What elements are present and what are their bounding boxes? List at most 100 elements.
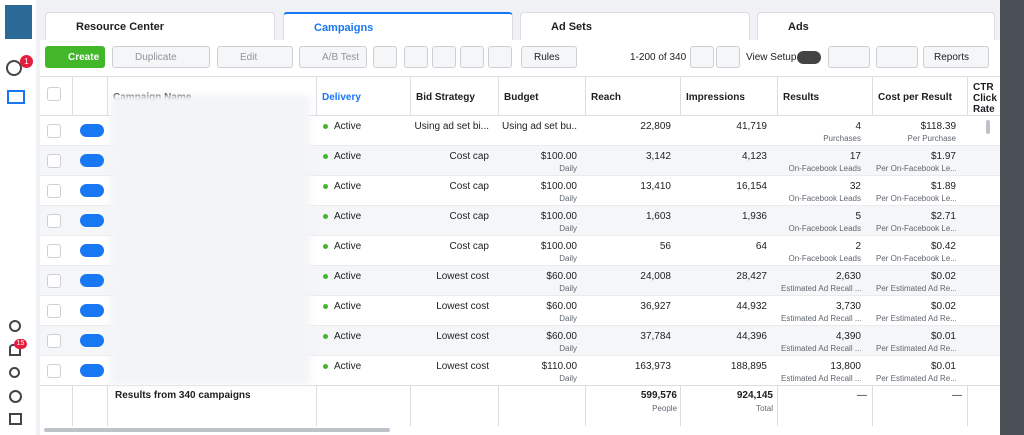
ab-test-button[interactable]: A/B Test bbox=[299, 46, 367, 68]
results: 4,390 bbox=[835, 331, 861, 342]
delivery: Active bbox=[334, 271, 362, 282]
bid-strategy: Cost cap bbox=[449, 241, 489, 252]
delivery: Active bbox=[334, 331, 362, 342]
budget-note: Daily bbox=[559, 374, 577, 383]
delivery: Active bbox=[334, 181, 362, 192]
budget: Using ad set bu... bbox=[502, 121, 577, 132]
rules-dropdown[interactable]: Rules bbox=[521, 46, 577, 68]
row-toggle[interactable] bbox=[80, 184, 104, 197]
account-logo[interactable] bbox=[5, 5, 32, 39]
budget: $60.00 bbox=[546, 331, 577, 342]
view-setup-toggle[interactable] bbox=[797, 51, 821, 64]
create-button[interactable]: Create bbox=[45, 46, 105, 68]
status-dot bbox=[323, 124, 328, 129]
tab[interactable]: Ad Sets bbox=[520, 12, 750, 40]
row-toggle[interactable] bbox=[80, 274, 104, 287]
next-page[interactable] bbox=[716, 46, 740, 68]
status-dot bbox=[323, 214, 328, 219]
reach: 37,784 bbox=[640, 331, 671, 342]
row-toggle[interactable] bbox=[80, 214, 104, 227]
settings-icon[interactable] bbox=[9, 320, 21, 332]
cost: $0.01 bbox=[930, 331, 956, 342]
status-dot bbox=[323, 184, 328, 189]
row-checkbox[interactable] bbox=[47, 154, 61, 168]
delete-button[interactable] bbox=[432, 46, 456, 68]
row-checkbox[interactable] bbox=[47, 244, 61, 258]
row-checkbox[interactable] bbox=[47, 184, 61, 198]
badge: 15 bbox=[14, 339, 27, 349]
row-toggle[interactable] bbox=[80, 124, 104, 137]
prev-page[interactable] bbox=[690, 46, 714, 68]
cost: $0.42 bbox=[930, 241, 956, 252]
row-checkbox[interactable] bbox=[47, 304, 61, 318]
cost-note: Per On-Facebook Le... bbox=[876, 194, 956, 203]
bid-strategy: Cost cap bbox=[449, 151, 489, 162]
help-icon[interactable] bbox=[9, 390, 22, 403]
cost: $118.39 bbox=[920, 121, 956, 132]
footer-impressions: 924,145 bbox=[736, 390, 773, 401]
cost-note: Per On-Facebook Le... bbox=[876, 224, 956, 233]
search-icon[interactable] bbox=[9, 367, 20, 378]
icon-button[interactable] bbox=[373, 46, 397, 68]
bid-strategy: Cost cap bbox=[449, 181, 489, 192]
footer-reach: 599,576 bbox=[640, 390, 677, 401]
impressions: 28,427 bbox=[736, 271, 767, 282]
cost-note: Per Estimated Ad Re... bbox=[876, 344, 956, 353]
scrollbar[interactable] bbox=[44, 428, 390, 432]
row-toggle[interactable] bbox=[80, 334, 104, 347]
results-note: On-Facebook Leads bbox=[788, 164, 862, 173]
budget-note: Daily bbox=[559, 254, 577, 263]
duplicate-button[interactable]: Duplicate bbox=[112, 46, 210, 68]
cost-note: Per On-Facebook Le... bbox=[876, 164, 956, 173]
row-checkbox[interactable] bbox=[47, 124, 61, 138]
budget: $100.00 bbox=[540, 151, 577, 162]
tab-active[interactable]: Campaigns bbox=[283, 12, 513, 40]
results-note: Estimated Ad Recall ... bbox=[781, 374, 861, 383]
row-toggle[interactable] bbox=[80, 154, 104, 167]
row-toggle[interactable] bbox=[80, 244, 104, 257]
tab[interactable]: Ads bbox=[757, 12, 995, 40]
reach: 22,809 bbox=[640, 121, 671, 132]
icon-button[interactable] bbox=[460, 46, 484, 68]
cost-note: Per Estimated Ad Re... bbox=[876, 374, 956, 383]
row-toggle[interactable] bbox=[80, 364, 104, 377]
budget-note: Daily bbox=[559, 284, 577, 293]
row-checkbox[interactable] bbox=[47, 274, 61, 288]
budget: $60.00 bbox=[546, 271, 577, 282]
edit-button[interactable]: Edit bbox=[217, 46, 293, 68]
cost-note: Per Estimated Ad Re... bbox=[876, 314, 956, 323]
column-header: Cost per Result bbox=[878, 92, 952, 103]
reach: 36,927 bbox=[640, 301, 671, 312]
impressions: 44,396 bbox=[736, 331, 767, 342]
row-checkbox[interactable] bbox=[47, 214, 61, 228]
results-note: Purchases bbox=[823, 134, 861, 143]
dashboard-icon[interactable] bbox=[6, 60, 22, 76]
bid-strategy: Lowest cost bbox=[436, 271, 489, 282]
budget: $100.00 bbox=[540, 241, 577, 252]
tag-button[interactable] bbox=[488, 46, 512, 68]
row-checkbox[interactable] bbox=[47, 364, 61, 378]
select-all-checkbox[interactable] bbox=[47, 87, 61, 101]
breakdown-button[interactable] bbox=[876, 46, 918, 68]
ads-manager-icon[interactable] bbox=[7, 90, 25, 104]
reach: 24,008 bbox=[640, 271, 671, 282]
budget: $110.00 bbox=[541, 361, 577, 372]
cost-note: Per Estimated Ad Re... bbox=[876, 284, 956, 293]
row-toggle[interactable] bbox=[80, 304, 104, 317]
results: 4 bbox=[855, 121, 861, 132]
reports-dropdown[interactable]: Reports bbox=[923, 46, 989, 68]
cost-note: Per Purchase bbox=[907, 134, 956, 143]
scrollbar[interactable] bbox=[986, 120, 990, 134]
cost: $0.02 bbox=[930, 271, 956, 282]
results: 3,730 bbox=[835, 301, 861, 312]
columns-button[interactable] bbox=[828, 46, 870, 68]
column-header: Budget bbox=[504, 92, 539, 103]
reach: 1,603 bbox=[645, 211, 671, 222]
row-checkbox[interactable] bbox=[47, 334, 61, 348]
panel-icon[interactable] bbox=[9, 413, 22, 425]
blurred-names bbox=[110, 95, 310, 385]
tab[interactable]: Resource Center bbox=[45, 12, 275, 40]
impressions: 64 bbox=[755, 241, 767, 252]
cost: $1.97 bbox=[930, 151, 956, 162]
undo-button[interactable] bbox=[404, 46, 428, 68]
